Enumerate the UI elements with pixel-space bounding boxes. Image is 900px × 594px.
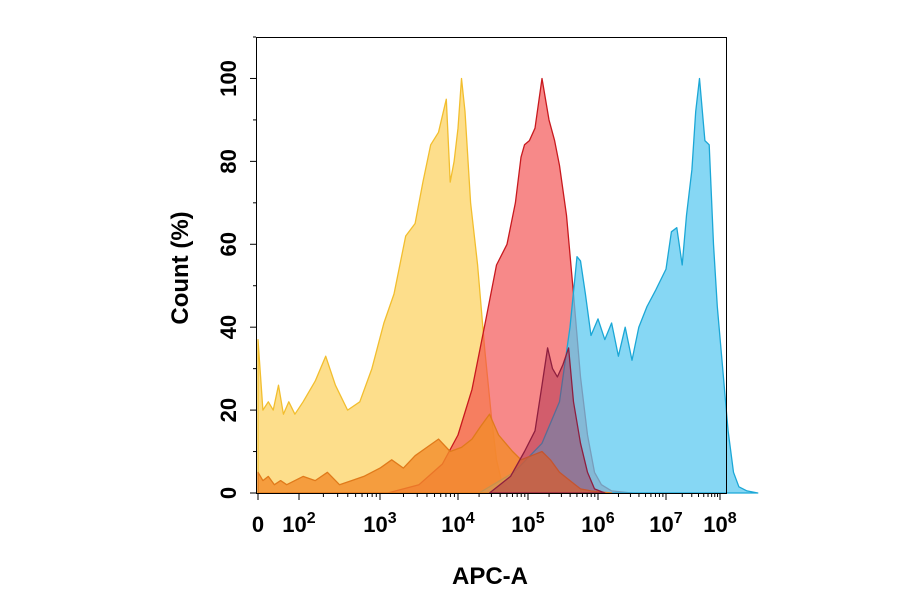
x-tick-label: 103 [363, 510, 396, 537]
y-axis-title: Count (%) [167, 211, 194, 324]
y-axis: 0 20 40 60 80 100 [216, 36, 256, 499]
histogram-series-5 [488, 347, 606, 494]
x-tick-label: 0 [252, 512, 264, 537]
x-tick-label: 106 [581, 510, 614, 537]
y-tick-label: 80 [216, 149, 241, 173]
x-tick-label: 107 [649, 510, 682, 537]
y-tick-label: 20 [216, 398, 241, 422]
y-tick-label: 0 [216, 487, 241, 499]
x-tick-label: 108 [703, 510, 736, 537]
series-layer [257, 77, 759, 494]
x-axis: 0 102 103 104 105 106 107 108 [252, 493, 737, 537]
histogram-series-4 [257, 413, 613, 494]
x-tick-label: 104 [441, 510, 474, 537]
x-tick-label: 105 [511, 510, 544, 537]
x-tick-label: 102 [282, 510, 315, 537]
x-axis-title: APC-A [452, 563, 528, 590]
histogram-series-3 [478, 77, 759, 494]
y-tick-label: 40 [216, 315, 241, 339]
y-tick-label: 100 [216, 60, 241, 97]
y-tick-label: 60 [216, 232, 241, 256]
